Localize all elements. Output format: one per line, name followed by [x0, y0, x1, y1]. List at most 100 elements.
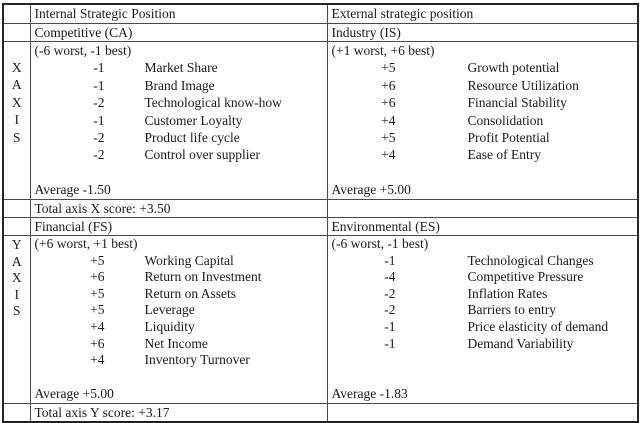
- factor-value: +6: [381, 95, 396, 111]
- factor-value: +4: [381, 147, 396, 163]
- factor-name: Control over supplier: [144, 147, 260, 163]
- empty-cell: [2, 217, 31, 236]
- factor-row: +5 Leverage: [35, 302, 323, 319]
- competitive-average: Average -1.50: [34, 182, 111, 197]
- factor-name: Ease of Entry: [467, 147, 541, 163]
- factor-name: Demand Variability: [467, 335, 574, 351]
- environmental-factors-cell: (-6 worst, -1 best) -1 Technological Chan…: [326, 235, 639, 404]
- factor-name: Working Capital: [144, 252, 234, 268]
- factor-row: -1 Demand Variability: [332, 336, 634, 353]
- factor-name: Resource Utilization: [467, 77, 579, 93]
- axis-letter: S: [12, 129, 21, 145]
- factor-row: -1 Price elasticity of demand: [332, 319, 634, 336]
- factor-row: +4 Inventory Turnover: [35, 352, 323, 369]
- factor-value: -2: [93, 147, 105, 163]
- factor-row: -1 Technological Changes: [332, 253, 634, 270]
- empty-cell: [2, 199, 31, 218]
- factor-name: Barriers to entry: [467, 302, 556, 318]
- factor-row: -2 Technological know-how: [35, 94, 323, 111]
- factor-value: -4: [384, 269, 396, 285]
- factor-name: Growth potential: [467, 60, 560, 76]
- factor-row: -4 Competitive Pressure: [332, 269, 634, 286]
- factor-value: -2: [384, 302, 396, 318]
- total-y-row: Total axis Y score: +3.17: [2, 403, 639, 423]
- axis-letter: A: [11, 253, 22, 269]
- factor-value: +6: [90, 269, 105, 285]
- empty-cell: [326, 199, 639, 218]
- empty-cell: [2, 23, 31, 42]
- factor-name: Inflation Rates: [467, 285, 548, 301]
- factor-name: Competitive Pressure: [467, 269, 584, 285]
- factor-name: Net Income: [144, 335, 208, 351]
- factor-value: +5: [381, 130, 396, 146]
- factor-value: +4: [90, 318, 105, 334]
- factor-name: Brand Image: [144, 77, 215, 93]
- factor-value: +6: [381, 77, 396, 93]
- factor-value: -1: [384, 252, 396, 268]
- factor-row: -1 Market Share: [35, 59, 323, 76]
- x-axis-letters: X A X I S: [6, 43, 28, 147]
- factor-value: -1: [93, 77, 105, 93]
- factor-row: +4 Liquidity: [35, 319, 323, 336]
- factor-value: -1: [384, 335, 396, 351]
- factor-name: Financial Stability: [467, 95, 567, 111]
- factor-row: -1 Brand Image: [35, 77, 323, 94]
- factor-value: -1: [93, 112, 105, 128]
- factor-row: -2 Barriers to entry: [332, 302, 634, 319]
- factor-name: Leverage: [144, 302, 195, 318]
- factor-row: +6 Resource Utilization: [332, 77, 634, 94]
- header-row: Internal Strategic Position External str…: [2, 3, 639, 24]
- financial-factors-cell: (+6 worst, +1 best) +5 Working Capital +6…: [29, 235, 328, 404]
- environmental-title: Environmental (ES): [326, 217, 639, 236]
- industry-factors-cell: (+1 worst, +6 best) +5 Growth potential +…: [326, 41, 639, 200]
- corner-cell: [2, 3, 31, 24]
- axis-letter: A: [11, 77, 22, 93]
- space-matrix-table: Internal Strategic Position External str…: [2, 3, 639, 423]
- axis-letter: I: [14, 112, 20, 128]
- factor-value: -1: [384, 318, 396, 334]
- factor-value: -2: [384, 285, 396, 301]
- total-x-row: Total axis X score: +3.50: [2, 199, 639, 218]
- industry-title: Industry (IS): [326, 23, 639, 42]
- factor-value: +5: [381, 60, 396, 76]
- factor-row: +4 Ease of Entry: [332, 146, 634, 163]
- factor-row: -2 Product life cycle: [35, 129, 323, 146]
- total-y-score: Total axis Y score: +3.17: [29, 403, 328, 423]
- competitive-title: Competitive (CA): [29, 23, 328, 42]
- factor-row: +6 Net Income: [35, 336, 323, 353]
- axis-letter: X: [11, 94, 22, 110]
- factor-name: Consolidation: [467, 112, 544, 128]
- factor-row: +5 Growth potential: [332, 59, 634, 76]
- axis-letter: Y: [11, 237, 22, 252]
- competitive-scale: (-6 worst, -1 best): [34, 43, 132, 58]
- axis-letter: X: [11, 270, 22, 286]
- factor-row: +5 Return on Assets: [35, 286, 323, 303]
- financial-title: Financial (FS): [29, 217, 328, 236]
- factor-value: +6: [90, 335, 105, 351]
- y-axis-letters: Y A X I S: [6, 237, 28, 320]
- factor-name: Return on Investment: [144, 269, 262, 285]
- factor-value: +4: [381, 112, 396, 128]
- x-axis-label: X A X I S: [2, 41, 31, 200]
- empty-cell: [326, 403, 639, 423]
- financial-scale: (+6 worst, +1 best): [34, 236, 138, 252]
- factor-row: -2 Inflation Rates: [332, 286, 634, 303]
- competitive-factors-cell: (-6 worst, -1 best) -1 Market Share -1 Bra…: [29, 41, 328, 200]
- factor-value: +5: [90, 285, 105, 301]
- factor-name: Liquidity: [144, 318, 195, 334]
- factor-name: Customer Loyalty: [144, 112, 243, 128]
- axis-letter: S: [12, 303, 21, 319]
- empty-cell: [2, 403, 31, 423]
- factor-value: +5: [90, 302, 105, 318]
- factor-value: +4: [90, 352, 105, 368]
- factor-name: Technological Changes: [467, 252, 594, 268]
- category-row-y: Financial (FS) Environmental (ES): [2, 217, 639, 236]
- factor-row: +6 Financial Stability: [332, 94, 634, 111]
- factor-name: Inventory Turnover: [144, 352, 250, 368]
- internal-position-header: Internal Strategic Position: [29, 3, 328, 24]
- industry-scale: (+1 worst, +6 best): [331, 43, 435, 58]
- factor-name: Profit Potential: [467, 130, 550, 146]
- factor-name: Market Share: [144, 60, 218, 76]
- factor-row: +5 Profit Potential: [332, 129, 634, 146]
- external-position-header: External strategic position: [326, 3, 639, 24]
